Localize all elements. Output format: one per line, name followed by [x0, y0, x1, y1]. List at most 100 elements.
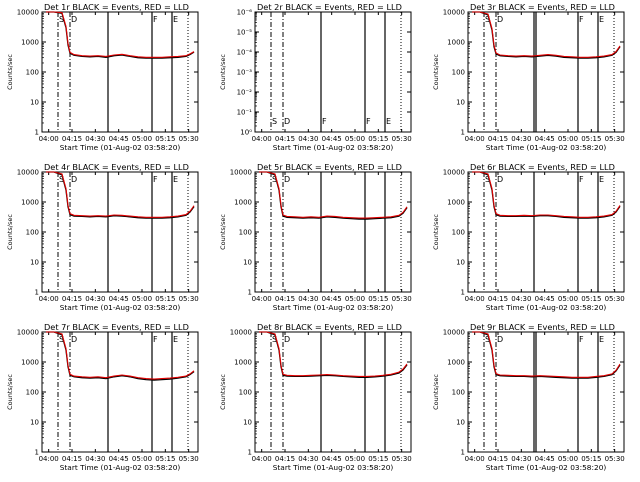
time-marker-label: D — [497, 15, 503, 24]
x-tick-label: 04:45 — [535, 455, 555, 463]
x-tick-label: 04:15 — [488, 295, 508, 303]
time-marker-label: D — [71, 335, 77, 344]
chart-title: Det 1r BLACK = Events, RED = LLD — [44, 2, 189, 12]
x-tick-label: 04:15 — [488, 455, 508, 463]
x-tick-label: 05:15 — [155, 295, 175, 303]
y-tick-label: 1000 — [234, 359, 252, 367]
x-tick-label: 04:15 — [488, 135, 508, 143]
series-line-lld — [259, 171, 408, 219]
time-marker-label: S — [485, 175, 490, 184]
time-marker-label: S — [59, 15, 64, 24]
y-tick-label: 1 — [461, 449, 465, 457]
y-tick-label: 10 — [243, 419, 252, 427]
y-tick-label: 10 — [456, 259, 465, 267]
plot-area: Det 8r BLACK = Events, RED = LLD 04:00 04:… — [219, 322, 412, 472]
y-tick-label: 10 — [30, 419, 39, 427]
x-tick-label: 05:15 — [368, 455, 388, 463]
time-marker-label: F — [579, 175, 584, 184]
y-tick-label: 10⁻⁵ — [237, 29, 253, 37]
chart-title: Det 4r BLACK = Events, RED = LLD — [44, 162, 189, 172]
x-tick-label: 04:15 — [62, 135, 82, 143]
x-axis-label: Start Time (01-Aug-02 03:58:20) — [60, 303, 181, 312]
x-tick-label: 04:30 — [85, 135, 105, 143]
y-tick-label: 100 — [26, 389, 39, 397]
y-tick-label: 1 — [248, 449, 252, 457]
x-axis-label: Start Time (01-Aug-02 03:58:20) — [273, 463, 394, 472]
y-axis-label: Counts/sec — [432, 214, 440, 250]
x-tick-label: 05:00 — [558, 455, 578, 463]
x-tick-label: 04:00 — [465, 135, 485, 143]
y-tick-label: 10000 — [443, 9, 465, 17]
x-tick-label: 05:00 — [132, 455, 152, 463]
x-tick-label: 05:30 — [605, 295, 625, 303]
y-axis-label: Counts/sec — [6, 54, 14, 90]
y-axis-label: Counts/sec — [219, 374, 227, 410]
time-marker-label: F — [153, 175, 158, 184]
x-tick-label: 04:45 — [322, 135, 342, 143]
time-marker-label: E — [599, 335, 604, 344]
plot-frame — [41, 11, 199, 133]
time-marker-label: S — [272, 117, 277, 126]
y-tick-label: 100 — [239, 229, 252, 237]
time-marker-label: E — [173, 335, 178, 344]
y-tick-label: 10 — [30, 259, 39, 267]
y-tick-label: 1000 — [447, 199, 465, 207]
x-tick-label: 04:45 — [109, 135, 129, 143]
x-tick-label: 04:45 — [535, 295, 555, 303]
chart-panel-3: Det 3r BLACK = Events, RED = LLD 04:00 04:… — [432, 2, 625, 152]
x-tick-label: 04:00 — [252, 135, 272, 143]
chart-title: Det 6r BLACK = Events, RED = LLD — [470, 162, 615, 172]
x-tick-label: 04:30 — [298, 295, 318, 303]
x-tick-label: 05:15 — [155, 455, 175, 463]
x-tick-label: 04:00 — [465, 295, 485, 303]
y-tick-label: 1 — [35, 129, 39, 137]
x-tick-label: 04:00 — [252, 455, 272, 463]
time-marker-label: S — [485, 15, 490, 24]
x-tick-label: 05:00 — [132, 295, 152, 303]
x-tick-label: 05:00 — [345, 455, 365, 463]
x-axis-label: Start Time (01-Aug-02 03:58:20) — [486, 303, 607, 312]
x-tick-label: 04:00 — [39, 135, 59, 143]
chart-title: Det 8r BLACK = Events, RED = LLD — [257, 322, 402, 332]
x-tick-label: 05:15 — [581, 455, 601, 463]
x-tick-label: 04:30 — [511, 455, 531, 463]
series-line-lld — [46, 11, 195, 58]
x-tick-label: 04:30 — [298, 135, 318, 143]
x-tick-label: 04:15 — [62, 295, 82, 303]
x-tick-label: 05:30 — [605, 455, 625, 463]
y-tick-label: 100 — [452, 229, 465, 237]
time-marker-label: F — [153, 335, 158, 344]
x-tick-label: 05:30 — [392, 455, 412, 463]
chart-title: Det 3r BLACK = Events, RED = LLD — [470, 2, 615, 12]
y-tick-label: 10 — [243, 259, 252, 267]
x-tick-label: 05:30 — [392, 295, 412, 303]
y-tick-label: 1 — [35, 289, 39, 297]
x-tick-label: 04:30 — [298, 455, 318, 463]
x-tick-label: 04:00 — [252, 295, 272, 303]
time-marker-label: E — [599, 175, 604, 184]
y-tick-label: 100 — [239, 389, 252, 397]
y-tick-label: 1000 — [21, 359, 39, 367]
x-tick-label: 05:15 — [368, 295, 388, 303]
y-tick-label: 10 — [456, 419, 465, 427]
y-tick-label: 100 — [26, 229, 39, 237]
y-tick-label: 100 — [26, 69, 39, 77]
x-tick-label: 05:30 — [392, 135, 412, 143]
y-tick-label: 10000 — [230, 329, 252, 337]
x-tick-label: 05:30 — [605, 135, 625, 143]
y-tick-label: 10000 — [443, 169, 465, 177]
x-axis-label: Start Time (01-Aug-02 03:58:20) — [486, 463, 607, 472]
series-line-lld — [472, 11, 621, 58]
x-tick-label: 04:00 — [465, 455, 485, 463]
y-axis-label: Counts/sec — [6, 214, 14, 250]
y-tick-label: 10⁻³ — [237, 69, 253, 77]
